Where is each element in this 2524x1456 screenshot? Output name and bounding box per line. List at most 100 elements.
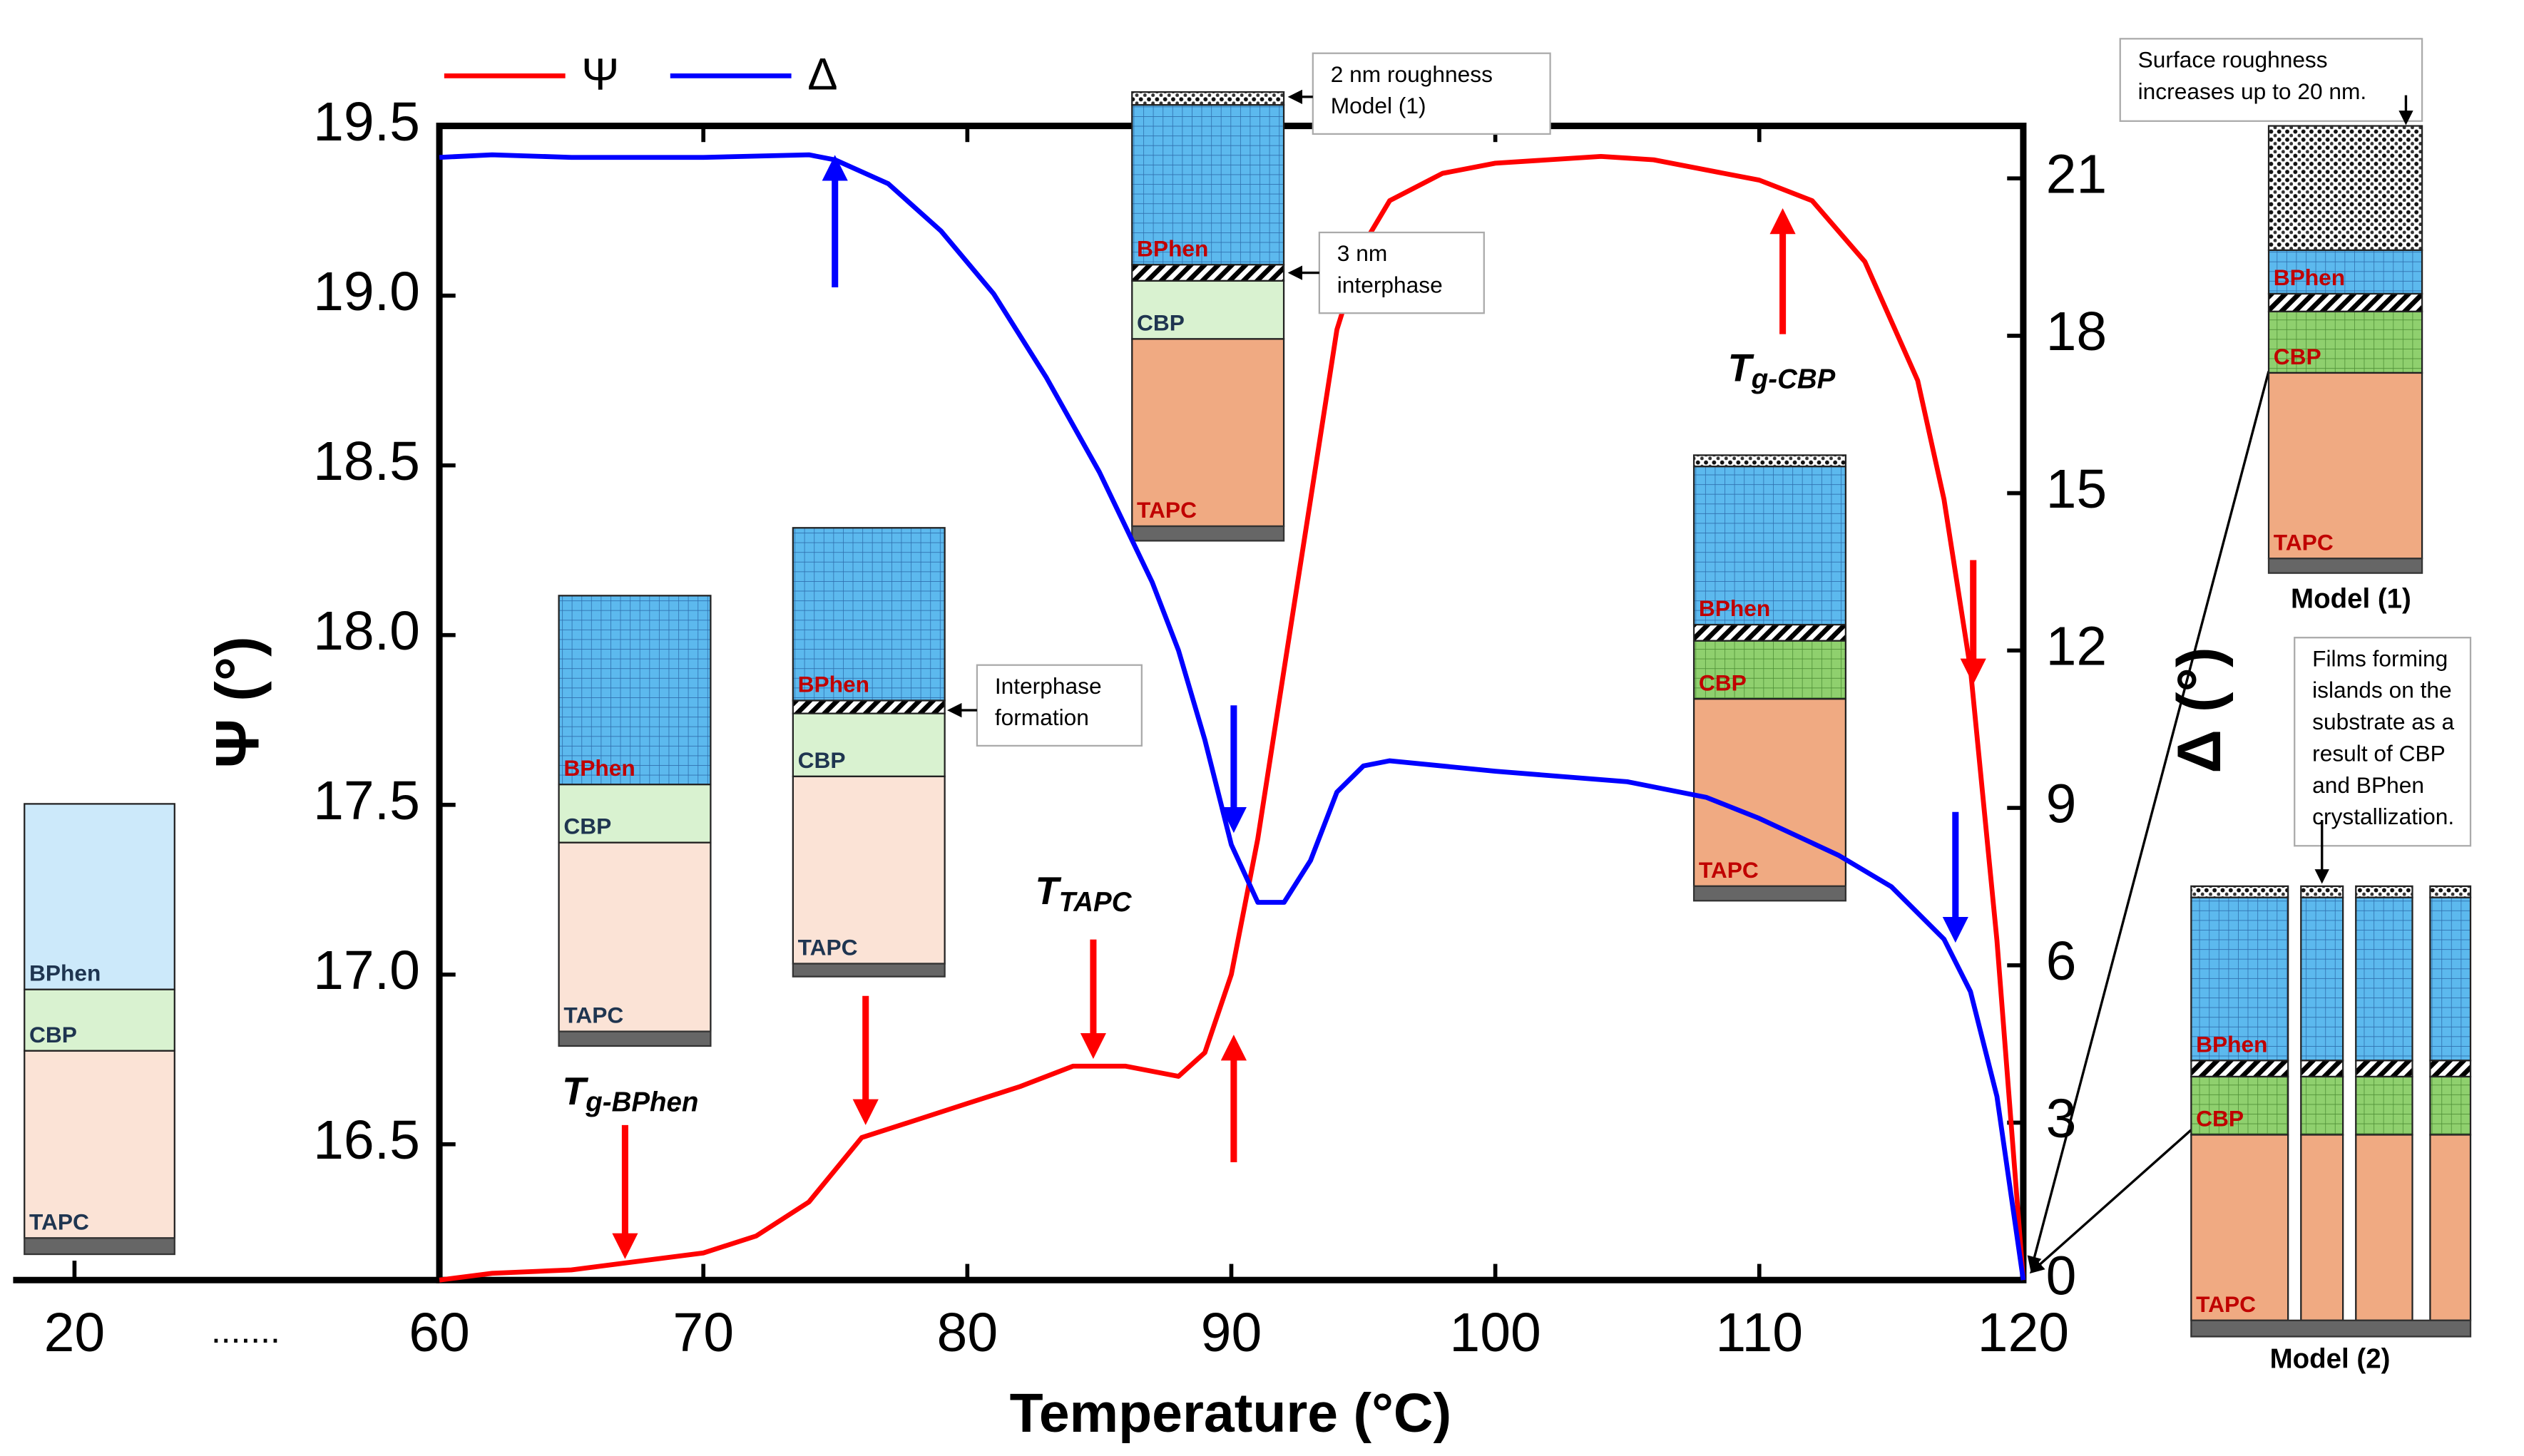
y2-tick-label: 3 [2046, 1088, 2077, 1149]
layer [1692, 466, 1847, 626]
layer-label: BPhen [1137, 235, 1208, 261]
layer [2190, 885, 2289, 898]
layer [24, 988, 175, 1052]
substrate [558, 1030, 712, 1047]
layer [2190, 1075, 2289, 1136]
transition-sub: TAPC [1059, 887, 1133, 918]
layer-label: BPhen [798, 672, 869, 697]
callout-text: 3 nm [1337, 240, 1387, 266]
series-line [439, 153, 2026, 1283]
y-tick-label: 18.5 [313, 431, 420, 492]
layer-label: BPhen [1699, 595, 1770, 621]
transition-main: T [562, 1070, 588, 1113]
callout-box [2294, 637, 2472, 847]
transition-label: TTAPC [1035, 870, 1132, 918]
layer [2300, 885, 2344, 898]
layer [2300, 1134, 2344, 1321]
substrate [2267, 558, 2423, 574]
x-tick-label: 70 [673, 1302, 734, 1363]
layer-label: TAPC [563, 1003, 623, 1028]
callout-text: Films forming [2312, 645, 2448, 671]
transition-label: Tg-CBP [1728, 347, 1836, 394]
layer [1131, 104, 1285, 266]
layer-label: TAPC [798, 935, 858, 960]
x-axis-title: Temperature (°C) [1010, 1383, 1452, 1444]
substrate [24, 1237, 175, 1256]
callout-text: Interphase [995, 673, 1102, 699]
layer [1692, 623, 1847, 642]
callout-text: result of CBP [2312, 740, 2446, 766]
layer-stack: BPhen CBP TAPC [792, 527, 946, 978]
x-tick-label: 120 [1978, 1302, 2069, 1363]
layer [2300, 1075, 2344, 1136]
substrate [1692, 885, 1847, 902]
callout-text: crystallization. [2312, 804, 2454, 829]
pointer-line [2029, 1129, 2192, 1274]
layer-label: BPhen [29, 960, 101, 986]
layer-label: TAPC [1699, 857, 1759, 883]
callout-text: substrate as a [2312, 709, 2454, 734]
layer-label: CBP [1699, 670, 1747, 695]
layer-label: BPhen [563, 755, 635, 781]
layer-label: TAPC [29, 1209, 89, 1234]
layer [2267, 310, 2423, 374]
transition-main: T [1728, 347, 1754, 390]
y2-tick-label: 18 [2046, 301, 2107, 362]
layer [2355, 896, 2413, 1062]
callout-box [1312, 52, 1551, 135]
y2-tick-label: 0 [2046, 1246, 2077, 1307]
layer [2267, 292, 2423, 313]
layer [2300, 896, 2344, 1062]
layer-stack: BPhen CBP TAPC [24, 803, 175, 1256]
layer [2267, 249, 2423, 295]
layer [1692, 698, 1847, 887]
layer-label: CBP [2196, 1105, 2244, 1131]
layer [2267, 125, 2423, 252]
layer [24, 1050, 175, 1239]
legend-label: Δ [807, 49, 837, 99]
y-tick-label: 16.5 [313, 1109, 420, 1171]
layer-label: CBP [563, 814, 611, 839]
y-axis-title: Ψ (°) [204, 636, 272, 768]
layer-label: TAPC [2196, 1291, 2256, 1317]
y2-axis-title: Δ (°) [2165, 647, 2234, 773]
layer [1692, 640, 1847, 700]
x-tick-label: 110 [1715, 1302, 1803, 1363]
layer-label: TAPC [2274, 529, 2334, 555]
y2-tick-label: 6 [2046, 930, 2077, 992]
callout-text: 2 nm roughness [1331, 61, 1493, 87]
transition-sub: g-CBP [1751, 364, 1836, 394]
y-tick-label: 19.5 [313, 91, 420, 153]
y-tick-label: 17.0 [313, 940, 420, 1001]
callout-text: increases up to 20 nm. [2138, 78, 2367, 104]
callout-text: and BPhen [2312, 772, 2424, 798]
y-tick-label: 17.5 [313, 770, 420, 831]
callout-text: Surface roughness [2138, 46, 2328, 72]
layer [792, 527, 946, 702]
layer [792, 775, 946, 965]
y-tick-label: 19.0 [313, 261, 420, 322]
layer [792, 712, 946, 778]
layer-label: CBP [29, 1022, 77, 1047]
callout-text: formation [995, 704, 1089, 730]
x-tick-label: 60 [409, 1302, 470, 1363]
x-tick-label: 100 [1449, 1302, 1541, 1363]
y2-tick-label: 12 [2046, 616, 2107, 677]
layer [2429, 896, 2472, 1062]
layer-label: BPhen [2196, 1031, 2267, 1057]
transition-main: T [1035, 870, 1061, 913]
layer [2355, 1134, 2413, 1321]
substrate [2190, 1319, 2472, 1338]
layer-label: TAPC [1137, 497, 1197, 523]
layer [2190, 1060, 2289, 1078]
layer [2429, 1075, 2472, 1136]
callout-box [2119, 38, 2423, 122]
layer-stack: BPhen CBP TAPC [2190, 885, 2472, 1338]
layer [2190, 896, 2289, 1062]
y-tick-label: 18.0 [313, 600, 420, 662]
x-tick-label: 90 [1201, 1302, 1262, 1363]
layer [1131, 91, 1285, 106]
layer-label: CBP [1137, 309, 1185, 335]
model-label: Model (1) [2291, 583, 2411, 614]
